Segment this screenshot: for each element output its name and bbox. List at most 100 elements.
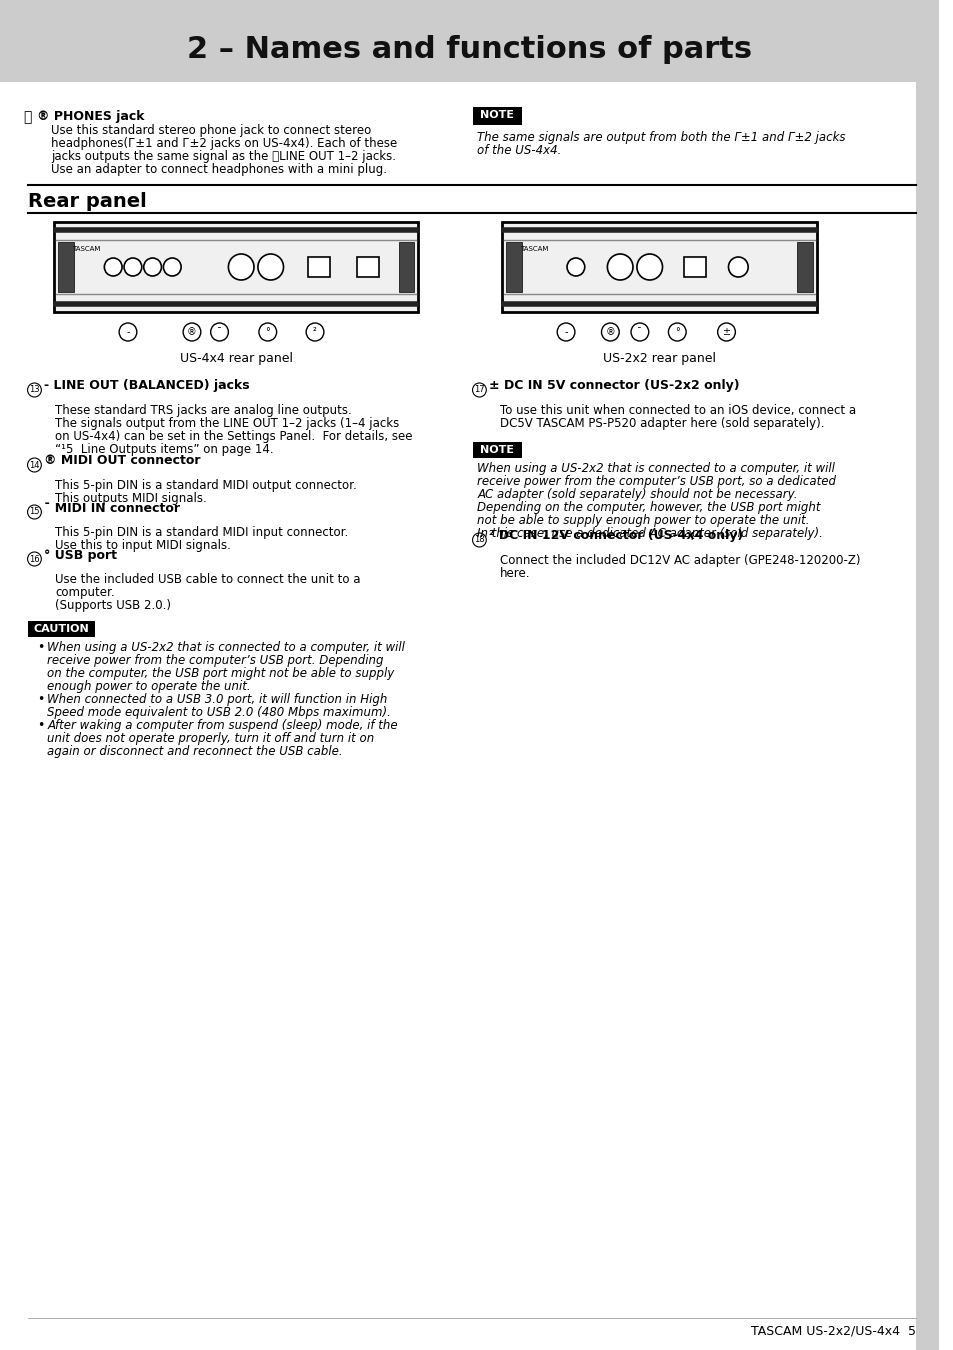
Text: 15: 15 bbox=[30, 508, 40, 517]
Text: These standard TRS jacks are analog line outputs.: These standard TRS jacks are analog line… bbox=[55, 404, 352, 417]
Bar bbox=[683, 256, 705, 277]
Text: When connected to a USB 3.0 port, it will function in High: When connected to a USB 3.0 port, it wil… bbox=[48, 693, 387, 706]
Text: When using a US-2x2 that is connected to a computer, it will: When using a US-2x2 that is connected to… bbox=[48, 641, 405, 653]
Text: not be able to supply enough power to operate the unit.: not be able to supply enough power to op… bbox=[476, 514, 809, 526]
Text: 18: 18 bbox=[474, 536, 484, 544]
Bar bbox=[797, 242, 812, 292]
Text: ­ LINE OUT (BALANCED) jacks: ­ LINE OUT (BALANCED) jacks bbox=[44, 379, 250, 393]
Text: of the US-4x4.: of the US-4x4. bbox=[476, 144, 561, 157]
Bar bbox=[54, 221, 418, 312]
Text: CAUTION: CAUTION bbox=[33, 624, 89, 634]
Text: 14: 14 bbox=[30, 460, 40, 470]
Text: •: • bbox=[37, 641, 45, 653]
Circle shape bbox=[228, 254, 253, 279]
Text: °: ° bbox=[674, 327, 679, 338]
Circle shape bbox=[630, 323, 648, 342]
Text: Use this to input MIDI signals.: Use this to input MIDI signals. bbox=[55, 539, 231, 552]
Circle shape bbox=[717, 323, 735, 342]
Circle shape bbox=[163, 258, 181, 275]
Circle shape bbox=[257, 254, 283, 279]
Bar bbox=[0, 0, 938, 82]
Text: “¹5  Line Outputs items” on page 14.: “¹5 Line Outputs items” on page 14. bbox=[55, 443, 274, 456]
Text: ®: ® bbox=[187, 327, 196, 338]
Text: enough power to operate the unit.: enough power to operate the unit. bbox=[48, 680, 251, 693]
Text: To use this unit when connected to an iOS device, connect a: To use this unit when connected to an iO… bbox=[499, 404, 856, 417]
Text: receive power from the computer’s USB port, so a dedicated: receive power from the computer’s USB po… bbox=[476, 475, 836, 487]
Circle shape bbox=[306, 323, 323, 342]
Text: ­: ­ bbox=[126, 327, 130, 338]
Text: The signals output from the LINE OUT 1–2 jacks (1–4 jacks: The signals output from the LINE OUT 1–2… bbox=[55, 417, 399, 431]
FancyBboxPatch shape bbox=[28, 621, 94, 637]
Bar bbox=[501, 221, 816, 312]
FancyBboxPatch shape bbox=[472, 107, 521, 126]
Bar bbox=[58, 242, 73, 292]
Circle shape bbox=[258, 323, 276, 342]
Text: computer.: computer. bbox=[55, 586, 114, 599]
Text: ±: ± bbox=[721, 327, 730, 338]
Text: TASCAM US-2x2/US-4x4  5: TASCAM US-2x2/US-4x4 5 bbox=[750, 1324, 915, 1338]
Text: ² DC IN 12V connector (US-4x4 only): ² DC IN 12V connector (US-4x4 only) bbox=[489, 529, 742, 543]
Text: In this case, use a dedicated AC adapter (sold separately).: In this case, use a dedicated AC adapter… bbox=[476, 526, 822, 540]
Circle shape bbox=[607, 254, 633, 279]
Text: on US-4x4) can be set in the Settings Panel.  For details, see: on US-4x4) can be set in the Settings Pa… bbox=[55, 431, 413, 443]
Circle shape bbox=[566, 258, 584, 275]
Text: TASCAM: TASCAM bbox=[519, 246, 548, 252]
Circle shape bbox=[472, 533, 486, 547]
Text: US-4x4 rear panel: US-4x4 rear panel bbox=[179, 352, 293, 365]
Text: unit does not operate properly, turn it off and turn it on: unit does not operate properly, turn it … bbox=[48, 732, 375, 745]
Circle shape bbox=[211, 323, 228, 342]
Text: ²: ² bbox=[313, 327, 316, 338]
Text: This 5-pin DIN is a standard MIDI input connector.: This 5-pin DIN is a standard MIDI input … bbox=[55, 526, 348, 539]
Text: US-2x2 rear panel: US-2x2 rear panel bbox=[602, 352, 716, 365]
Text: ¯ MIDI IN connector: ¯ MIDI IN connector bbox=[44, 501, 180, 514]
Text: Depending on the computer, however, the USB port might: Depending on the computer, however, the … bbox=[476, 501, 821, 514]
Text: NOTE: NOTE bbox=[479, 446, 514, 455]
Circle shape bbox=[728, 256, 747, 277]
Bar bbox=[357, 256, 378, 277]
Circle shape bbox=[472, 383, 486, 397]
Circle shape bbox=[104, 258, 122, 275]
Text: ­: ­ bbox=[564, 327, 567, 338]
Text: Connect the included DC12V AC adapter (GPE248-120200-Z): Connect the included DC12V AC adapter (G… bbox=[499, 554, 860, 567]
Circle shape bbox=[600, 323, 618, 342]
Text: 2 – Names and functions of parts: 2 – Names and functions of parts bbox=[187, 35, 751, 65]
Circle shape bbox=[124, 258, 142, 275]
Text: (Supports USB 2.0.): (Supports USB 2.0.) bbox=[55, 599, 171, 612]
Text: on the computer, the USB port might not be able to supply: on the computer, the USB port might not … bbox=[48, 667, 395, 680]
Circle shape bbox=[28, 383, 41, 397]
Text: ¯: ¯ bbox=[637, 327, 641, 338]
Text: again or disconnect and reconnect the USB cable.: again or disconnect and reconnect the US… bbox=[48, 745, 342, 757]
Text: 17: 17 bbox=[474, 386, 484, 394]
Circle shape bbox=[183, 323, 201, 342]
Bar bbox=[308, 256, 330, 277]
Text: ® MIDI OUT connector: ® MIDI OUT connector bbox=[44, 455, 200, 467]
Circle shape bbox=[637, 254, 661, 279]
Text: •: • bbox=[37, 720, 45, 732]
Text: The same signals are output from both the Г±1 and Г±2 jacks: The same signals are output from both th… bbox=[476, 131, 845, 144]
Text: receive power from the computer’s USB port. Depending: receive power from the computer’s USB po… bbox=[48, 653, 383, 667]
Text: This 5-pin DIN is a standard MIDI output connector.: This 5-pin DIN is a standard MIDI output… bbox=[55, 479, 356, 491]
Bar bbox=[915, 0, 938, 1350]
FancyBboxPatch shape bbox=[472, 441, 521, 458]
Text: °: ° bbox=[265, 327, 270, 338]
Text: ® PHONES jack: ® PHONES jack bbox=[37, 109, 145, 123]
Text: Use the included USB cable to connect the unit to a: Use the included USB cable to connect th… bbox=[55, 572, 360, 586]
Circle shape bbox=[119, 323, 136, 342]
Text: Rear panel: Rear panel bbox=[28, 192, 146, 211]
Bar bbox=[501, 221, 816, 312]
Circle shape bbox=[557, 323, 575, 342]
Text: headphones(Г±1 and Г±2 jacks on US-4x4). Each of these: headphones(Г±1 and Г±2 jacks on US-4x4).… bbox=[51, 136, 397, 150]
Text: 16: 16 bbox=[30, 555, 40, 563]
Circle shape bbox=[28, 552, 41, 566]
Text: Use an adapter to connect headphones with a mini plug.: Use an adapter to connect headphones wit… bbox=[51, 163, 387, 176]
Text: NOTE: NOTE bbox=[479, 109, 514, 120]
Circle shape bbox=[668, 323, 685, 342]
Text: ¯: ¯ bbox=[217, 327, 222, 338]
Text: Ⓥ: Ⓥ bbox=[24, 109, 31, 124]
Text: When using a US-2x2 that is connected to a computer, it will: When using a US-2x2 that is connected to… bbox=[476, 462, 835, 475]
Text: Use this standard stereo phone jack to connect stereo: Use this standard stereo phone jack to c… bbox=[51, 124, 371, 136]
Circle shape bbox=[28, 458, 41, 472]
Circle shape bbox=[28, 505, 41, 518]
Bar bbox=[505, 242, 521, 292]
Text: AC adapter (sold separately) should not be necessary.: AC adapter (sold separately) should not … bbox=[476, 487, 797, 501]
